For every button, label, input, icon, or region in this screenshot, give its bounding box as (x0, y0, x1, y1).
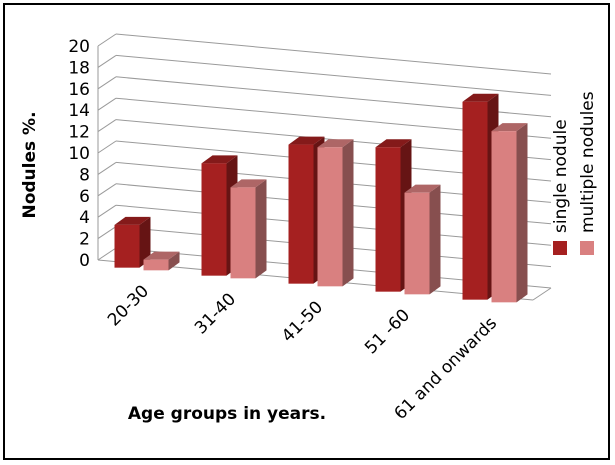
bar-multiple (143, 259, 169, 271)
gridline-side (97, 204, 117, 218)
bars (114, 93, 528, 303)
y-axis-title: Nodules %. (20, 111, 40, 218)
bar-top (288, 136, 325, 145)
gridline (115, 33, 552, 75)
x-category-label: 41-50 (278, 297, 327, 346)
legend: single nodule multiple nodules (551, 91, 598, 255)
y-tick-label: 8 (79, 165, 90, 185)
x-category-label: 51 -60 (361, 305, 414, 358)
bar-single (288, 144, 314, 284)
bar-single (114, 224, 140, 268)
bar-side (429, 184, 441, 295)
gridline-side (97, 119, 117, 133)
y-tick-label: 16 (68, 80, 90, 100)
gridline-side (97, 226, 117, 240)
bar-top (375, 139, 412, 148)
bar-top (491, 123, 528, 132)
y-tick-label: 20 (68, 37, 90, 57)
bar-top (230, 179, 267, 188)
bar-multiple (491, 131, 517, 303)
bar-side (255, 179, 267, 279)
chart-frame: 0 2 4 6 8 10 12 14 16 18 20 20-30 31-40 41-50 51 -60 6… (3, 3, 610, 460)
floor-right-edge (532, 287, 552, 301)
bar-top (404, 184, 441, 193)
bar-multiple (230, 187, 256, 279)
legend-swatch (553, 241, 567, 255)
y-tick-label: 4 (79, 208, 90, 228)
y-tick-label: 12 (68, 123, 90, 143)
gridline-side (97, 247, 117, 261)
y-tick-label: 6 (79, 187, 90, 207)
y-tick-label: 14 (68, 101, 90, 121)
y-tick-label: 18 (68, 58, 90, 78)
bar-top (114, 216, 151, 225)
bar-top (143, 251, 180, 260)
bar-multiple (317, 147, 343, 287)
bar-side (139, 216, 151, 268)
bar-top (462, 93, 499, 102)
bar-side (516, 123, 528, 303)
gridline-side (97, 183, 117, 197)
gridline-side (97, 33, 117, 47)
x-axis-title: Age groups in years. (128, 404, 326, 424)
gridline-side (97, 161, 117, 175)
legend-label: single nodule (551, 119, 571, 233)
legend-label: multiple nodules (578, 91, 598, 233)
x-category-label: 20-30 (104, 281, 153, 330)
bar-multiple (404, 192, 430, 295)
bar-side (168, 251, 180, 271)
gridline-side (97, 76, 117, 90)
gridline-side (97, 54, 117, 68)
bar-single (375, 147, 401, 292)
gridline-side (97, 97, 117, 111)
y-tick-label: 0 (79, 251, 90, 271)
bar-single (201, 163, 227, 276)
gridline (115, 54, 552, 96)
x-category-label: 61 and onwards (391, 313, 502, 424)
legend-swatch (580, 241, 594, 255)
bar-side (342, 139, 354, 287)
bar-top (317, 139, 354, 148)
y-tick-label: 2 (79, 230, 90, 250)
gridline-side (97, 140, 117, 154)
y-tick-label: 10 (68, 144, 90, 164)
bar-top (201, 155, 238, 164)
bar-single (462, 101, 488, 300)
x-category-label: 31-40 (191, 289, 240, 338)
